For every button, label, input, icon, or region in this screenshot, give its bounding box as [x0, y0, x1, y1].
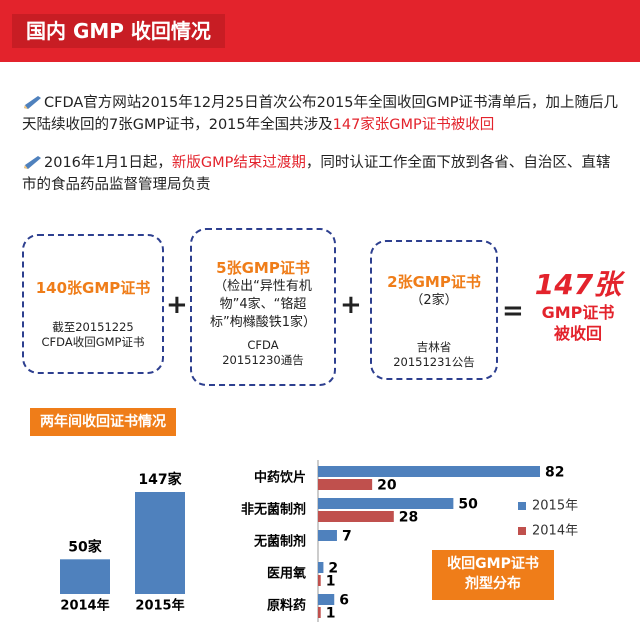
- box-detail: 物”4家、“铬超: [219, 297, 307, 312]
- result-text: GMP证书: [541, 303, 615, 322]
- box-detail: 标”枸橼酸铁1家）: [209, 315, 316, 330]
- y-tick-label: 非无菌制剂: [241, 502, 306, 518]
- box-detail: （检出“异性有机: [214, 279, 312, 294]
- pencil-icon: [24, 156, 41, 169]
- value-label: 28: [399, 510, 418, 526]
- title-line: 收回GMP证书: [447, 556, 539, 572]
- value-label: 1: [326, 574, 336, 590]
- result: 147张 GMP证书 被收回: [522, 268, 634, 344]
- value-label: 50: [458, 497, 478, 513]
- highlight: 147家张GMP证书被收回: [332, 117, 495, 133]
- bar: [318, 594, 335, 605]
- value-label: 82: [545, 465, 564, 481]
- banner: 国内 GMP 收回情况: [0, 0, 640, 62]
- text: CFDA官方网站2015年12月25日首次公布2015年全国收回GMP证书清单后…: [22, 95, 618, 133]
- bar: [135, 492, 185, 594]
- text: 2016年1月1日起，: [44, 155, 172, 171]
- bar: [318, 479, 373, 490]
- box-detail: （2家）: [410, 293, 458, 308]
- operator: =: [502, 296, 524, 326]
- y-tick-label: 原料药: [267, 598, 306, 614]
- bar: [318, 498, 454, 509]
- value-label: 6: [339, 593, 349, 609]
- chart-title: 两年间收回证书情况: [30, 408, 176, 436]
- result-text: 被收回: [553, 324, 602, 343]
- value-label: 7: [342, 529, 352, 545]
- box-title: 5张GMP证书: [216, 259, 310, 277]
- bar: [318, 575, 321, 586]
- result-text: 147张: [534, 268, 622, 301]
- box: 5张GMP证书 （检出“异性有机 物”4家、“铬超 标”枸橼酸铁1家） CFDA…: [190, 228, 336, 386]
- x-tick-label: 2015年: [135, 598, 184, 614]
- y-tick-label: 医用氧: [267, 566, 306, 582]
- pencil-icon: [24, 96, 41, 109]
- bar: [318, 562, 324, 573]
- paragraph: 2016年1月1日起，新版GMP结束过渡期，同时认证工作全面下放到各省、自治区、…: [22, 152, 622, 196]
- box-note: 吉林省: [416, 340, 452, 354]
- legend-swatch: [518, 502, 526, 510]
- bar: [318, 530, 337, 541]
- box-note: 截至20151225: [52, 320, 134, 334]
- box-note: 20151230通告: [222, 353, 304, 367]
- box-note: CFDA: [247, 338, 279, 352]
- chart-title: 收回GMP证书 剂型分布: [432, 550, 554, 600]
- legend-label: 2015年: [532, 499, 578, 514]
- title-line: 剂型分布: [465, 576, 521, 592]
- bar: [318, 466, 540, 477]
- value-label: 20: [377, 478, 397, 494]
- value-label: 1: [326, 606, 336, 622]
- y-tick-label: 无菌制剂: [253, 534, 306, 550]
- operator: +: [340, 290, 362, 320]
- box-title: 140张GMP证书: [35, 279, 151, 297]
- bar: [60, 559, 110, 594]
- operator: +: [166, 290, 188, 320]
- bar: [318, 511, 394, 522]
- value-label: 50家: [68, 538, 102, 555]
- box-title: 2张GMP证书: [387, 273, 481, 291]
- text: ，同时认证工作全面下放到各省、自治区、直辖市的食品药品监督管理局负责: [22, 155, 611, 193]
- value-label: 2: [328, 561, 338, 577]
- bar: [318, 607, 321, 618]
- highlight: 新版GMP结束过渡期: [171, 155, 306, 171]
- y-tick-label: 中药饮片: [254, 470, 306, 486]
- legend-swatch: [518, 527, 526, 535]
- paragraph: CFDA官方网站2015年12月25日首次公布2015年全国收回GMP证书清单后…: [22, 92, 622, 136]
- box: 2张GMP证书 （2家） 吉林省 20151231公告: [370, 240, 498, 380]
- title: 国内 GMP 收回情况: [12, 14, 225, 48]
- box: 140张GMP证书 截至20151225 CFDA收回GMP证书: [22, 234, 164, 374]
- legend-label: 2014年: [532, 524, 578, 539]
- value-label: 147家: [138, 471, 182, 488]
- box-note: 20151231公告: [393, 355, 475, 369]
- box-note: CFDA收回GMP证书: [41, 335, 145, 349]
- x-tick-label: 2014年: [60, 598, 109, 614]
